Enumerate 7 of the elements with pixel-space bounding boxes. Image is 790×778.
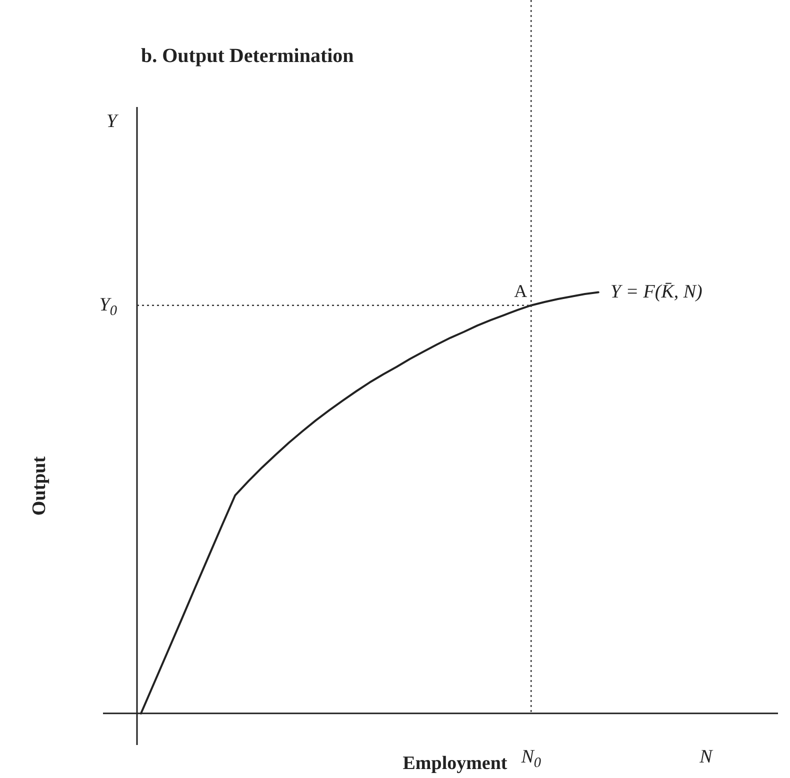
x-tick-label: N bbox=[698, 746, 714, 768]
series-label: Y = F(K̄, N) bbox=[610, 281, 702, 302]
x-axis-title: Employment bbox=[402, 752, 508, 774]
y-axis-title: Output bbox=[28, 456, 50, 516]
chart-title: b. Output Determination bbox=[141, 45, 354, 68]
text: Y bbox=[106, 111, 120, 132]
annotation: A bbox=[514, 281, 528, 302]
